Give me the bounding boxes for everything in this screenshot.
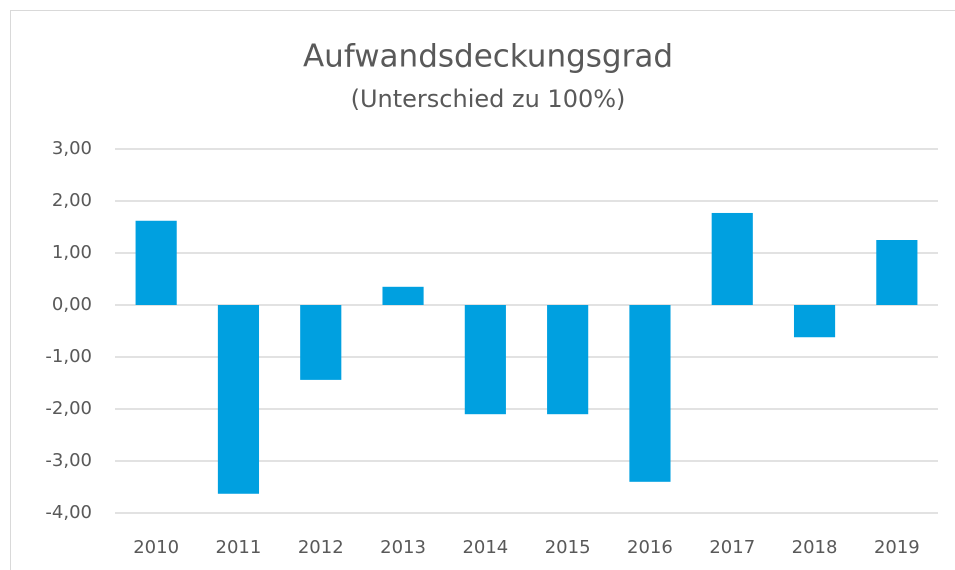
x-tick-label: 2011 [216,537,262,558]
y-tick-label: -2,00 [45,398,92,419]
x-tick-label: 2012 [298,537,344,558]
y-tick-label: -1,00 [45,346,92,367]
x-tick-label: 2019 [874,537,920,558]
y-tick-label: 2,00 [52,190,92,211]
x-tick-label: 2018 [792,537,838,558]
bar [547,305,589,415]
x-tick-label: 2017 [709,537,755,558]
bar [629,305,671,482]
bar [382,286,424,305]
bar [300,305,342,380]
bar [217,305,260,494]
chart-title: Aufwandsdeckungsgrad [303,39,673,75]
x-tick-label: 2013 [380,537,426,558]
y-tick-label: 3,00 [52,138,92,159]
bar [711,212,753,305]
bar [135,220,177,305]
bar [876,240,918,305]
x-tick-label: 2014 [462,537,508,558]
bar [464,305,506,415]
y-tick-label: -4,00 [45,502,92,523]
x-tick-label: 2016 [627,537,673,558]
bar [793,305,836,338]
x-tick-label: 2015 [545,537,591,558]
x-tick-label: 2010 [133,537,179,558]
y-tick-label: 1,00 [52,242,92,263]
y-tick-label: 0,00 [52,294,92,315]
chart-subtitle: (Unterschied zu 100%) [351,85,626,113]
y-tick-label: -3,00 [45,450,92,471]
